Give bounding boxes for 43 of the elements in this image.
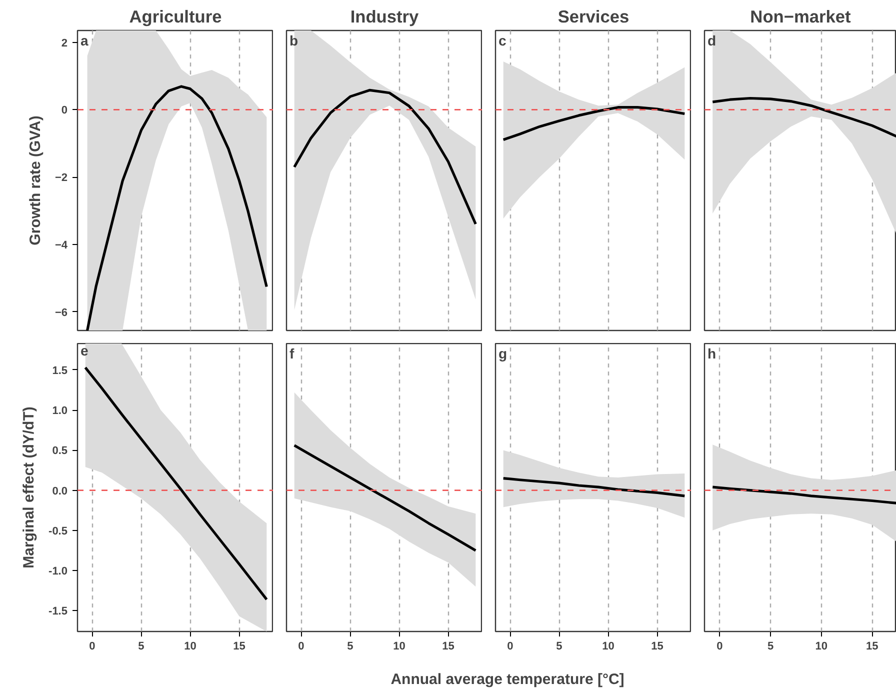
x-tick-label: 5 [138, 640, 144, 652]
x-tick-label: 15 [442, 640, 454, 652]
y-tick-label: -1.5 [48, 606, 68, 618]
annotation: f [290, 346, 294, 362]
x-tick-label: 10 [184, 640, 196, 652]
y-tick-label: 2 [61, 37, 68, 50]
y-tick-label: −4 [54, 240, 68, 252]
y-tick-label: −6 [54, 306, 68, 319]
annotation: e [80, 342, 88, 358]
x-tick-label: 15 [866, 640, 878, 652]
annotation: b [290, 32, 298, 48]
x-tick-label: 5 [347, 640, 354, 652]
y-tick-label: 0.5 [52, 445, 68, 458]
y-tick-label: −2 [54, 172, 68, 184]
x-tick-label: 10 [393, 640, 406, 652]
x-tick-label: 15 [651, 640, 664, 652]
chart-title: Non−market [750, 6, 852, 26]
x-tick-label: 10 [815, 640, 828, 652]
y-tick-label: 1.0 [52, 405, 68, 418]
x-tick-label: 0 [716, 640, 723, 652]
y-tick-label: 1.5 [52, 364, 68, 377]
x-tick-label: 5 [556, 640, 562, 652]
annotation: d [708, 32, 716, 48]
x-tick-label: 5 [767, 640, 774, 652]
y-tick-label: -0.5 [48, 525, 68, 538]
x-tick-label: 0 [298, 640, 304, 652]
chart-title: Services [558, 6, 630, 26]
x-tick-label: 15 [233, 640, 246, 652]
x-tick-label: 0 [89, 640, 96, 652]
chart-title: Industry [350, 6, 420, 26]
annotation: a [80, 32, 88, 48]
y-tick-label: 0.0 [52, 485, 68, 498]
y-axis-title: Marginal effect (dY/dT) [20, 406, 38, 568]
annotation: h [708, 346, 716, 362]
y-tick-label: 0 [61, 104, 68, 117]
x-tick-label: 0 [507, 640, 514, 652]
x-axis-title: Annual average temperature [°C] [390, 671, 624, 688]
y-axis-title: Growth rate (GVA) [26, 116, 44, 246]
annotation: g [498, 346, 508, 362]
annotation: c [498, 32, 506, 48]
x-tick-label: 10 [602, 640, 614, 652]
y-tick-label: -1.0 [48, 566, 68, 578]
chart-title: Agriculture [129, 6, 222, 26]
